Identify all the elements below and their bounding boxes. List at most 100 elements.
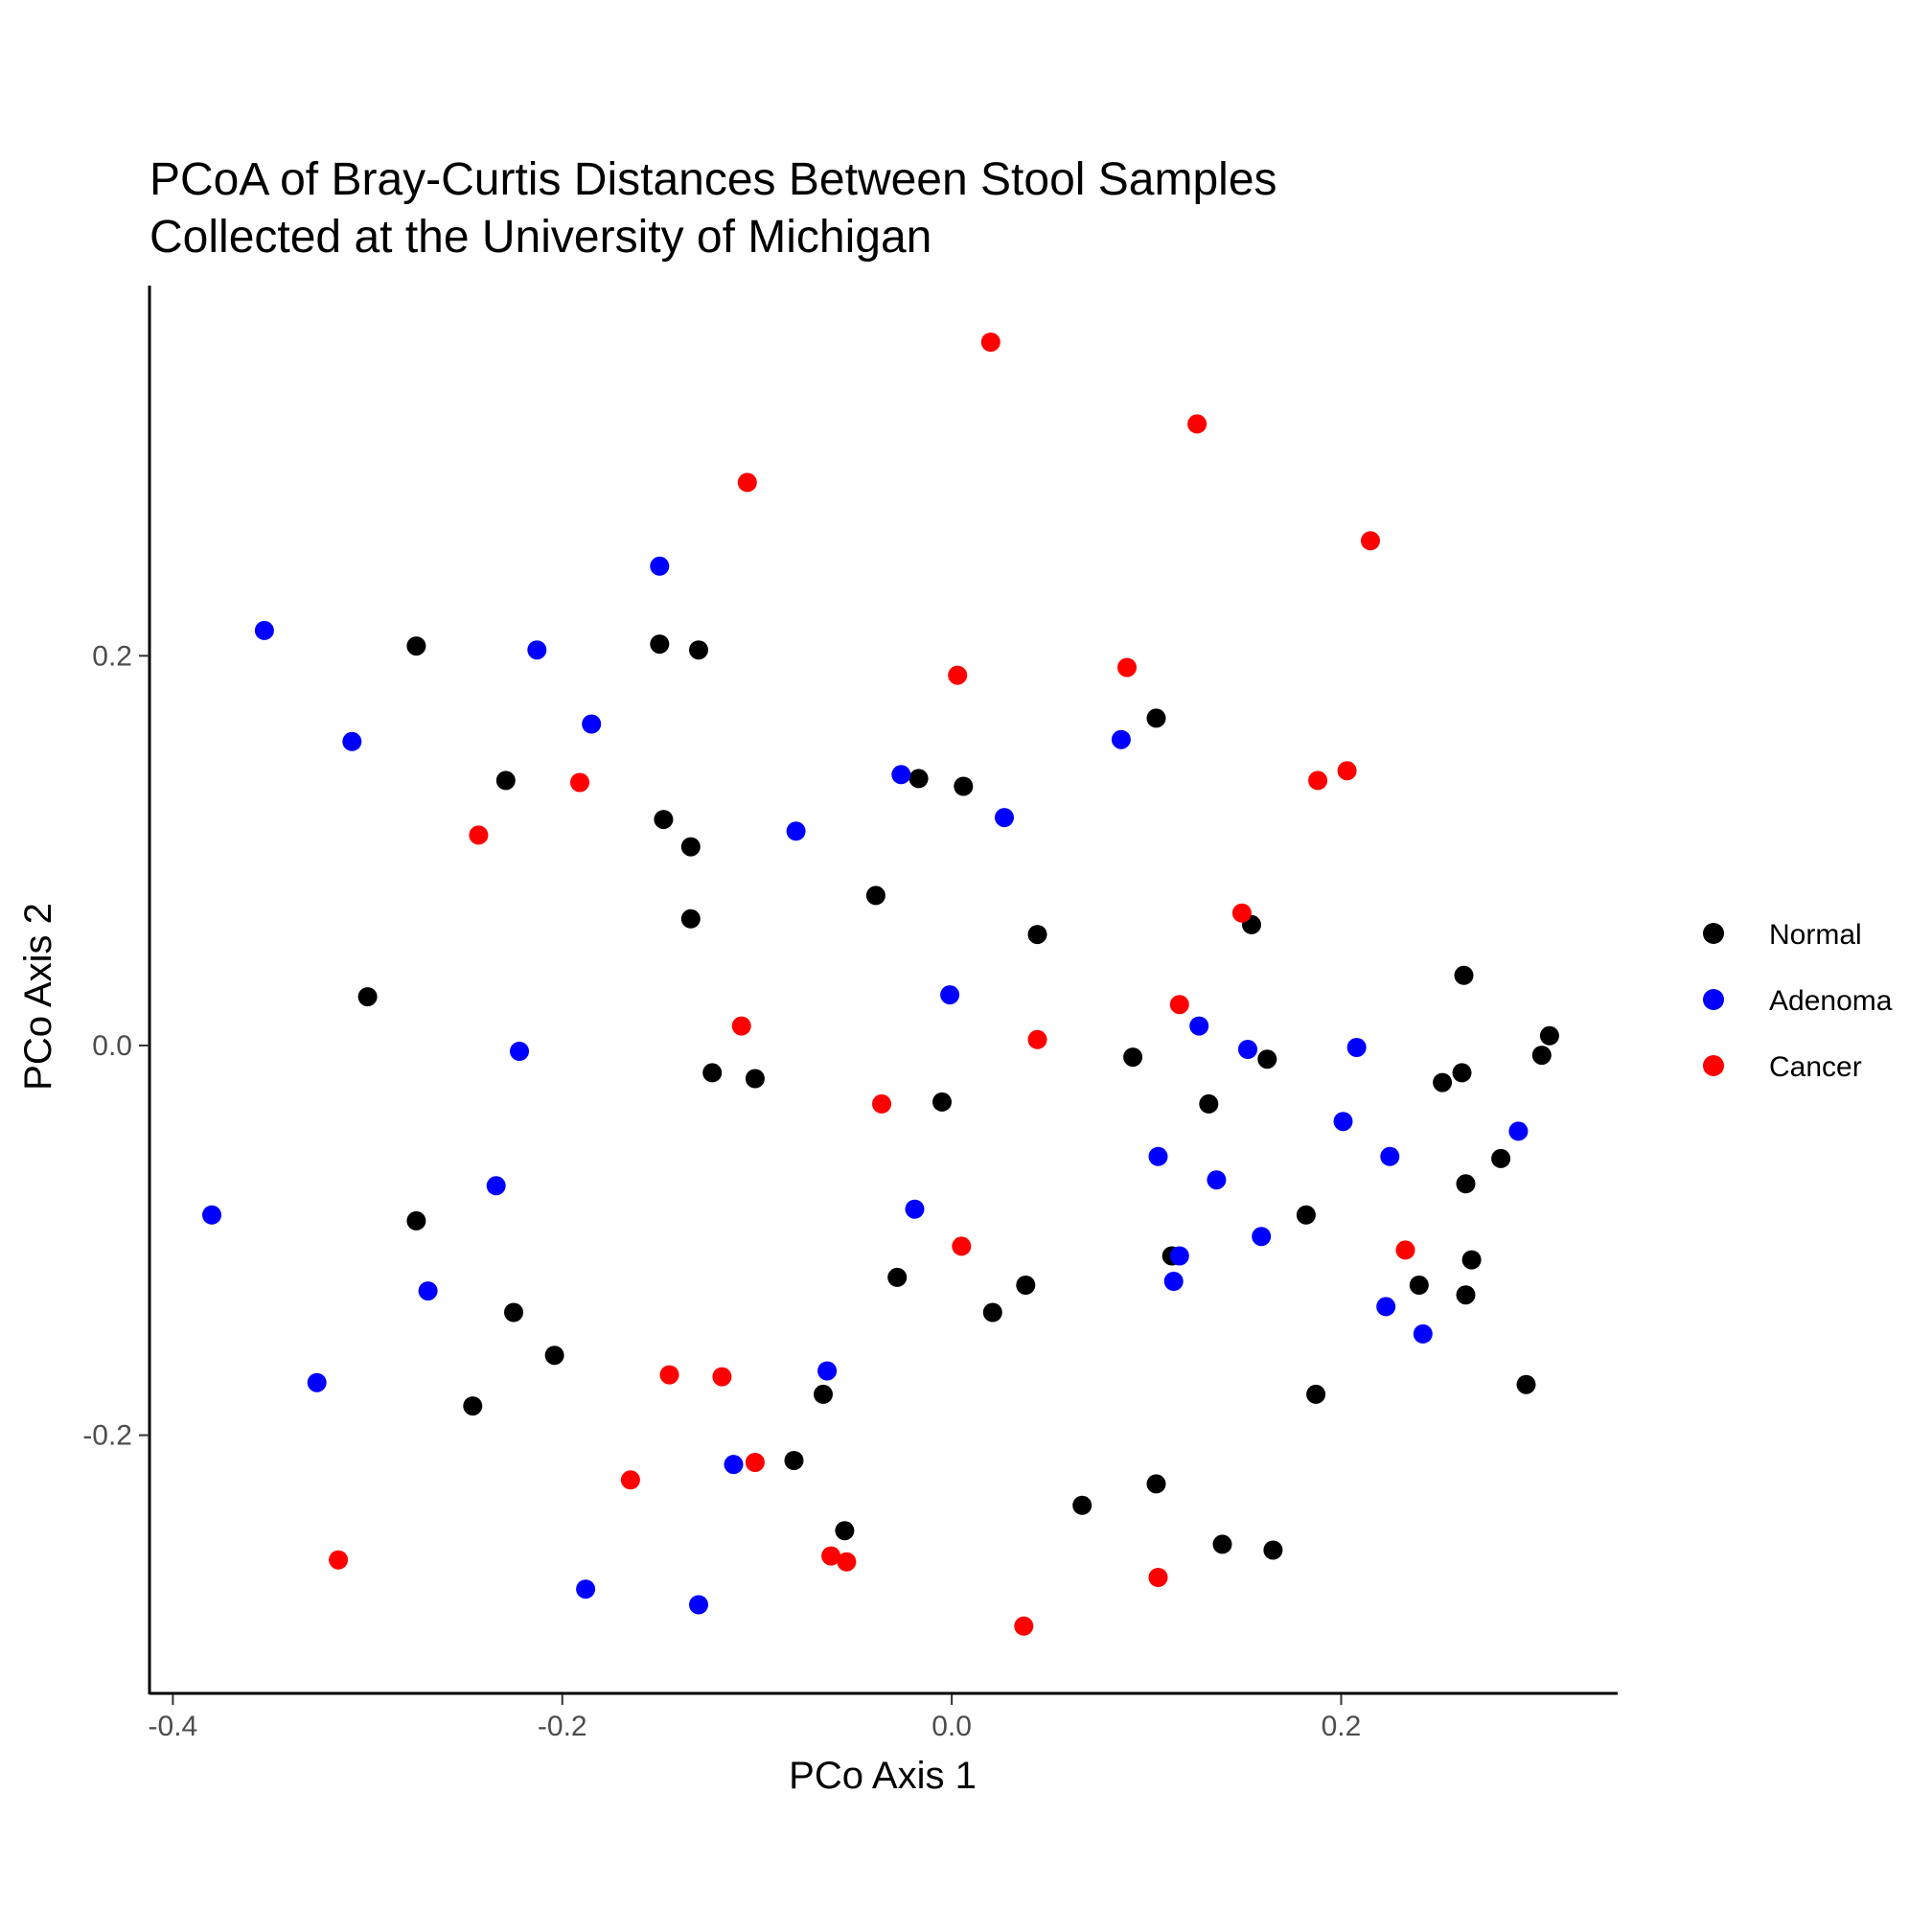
adenoma-point-29 xyxy=(905,1199,925,1219)
normal-point-6 xyxy=(680,837,701,857)
y-tick-label: 0.0 xyxy=(92,1030,132,1062)
normal-point-4 xyxy=(495,770,516,791)
x-tick-label: -0.2 xyxy=(538,1711,587,1742)
adenoma-point-26 xyxy=(486,1176,506,1196)
normal-point-1 xyxy=(406,636,426,656)
cancer-point-6 xyxy=(1117,657,1137,678)
normal-point-31 xyxy=(1409,1276,1429,1295)
normal-point-11 xyxy=(865,886,886,906)
normal-point-28 xyxy=(1296,1205,1316,1225)
normal-point-41 xyxy=(544,1346,564,1366)
x-axis-ticks: -0.4 -0.2 0.0 0.2 xyxy=(149,1694,1362,1742)
cancer-point-14 xyxy=(1027,1029,1047,1049)
normal-point-20 xyxy=(1257,1049,1277,1070)
adenoma-point-24 xyxy=(1413,1323,1433,1344)
cancer-point-21 xyxy=(620,1470,640,1490)
normal-point-33 xyxy=(1306,1384,1326,1404)
cancer-point-3 xyxy=(737,472,757,493)
x-tick-label: -0.4 xyxy=(149,1711,198,1742)
normal-point-15 xyxy=(1027,925,1047,945)
x-tick-label: 0.2 xyxy=(1322,1711,1362,1742)
adenoma-point-25 xyxy=(202,1205,221,1225)
normal-point-7 xyxy=(680,908,701,929)
cancer-point-13 xyxy=(731,1016,751,1036)
cancer-point-7 xyxy=(570,772,589,793)
normal-point-22 xyxy=(1433,1072,1453,1092)
normal-point-18 xyxy=(1123,1047,1143,1068)
cancer-point-4 xyxy=(1361,531,1380,551)
adenoma-point-30 xyxy=(817,1361,838,1381)
cancer-point-22 xyxy=(329,1550,349,1570)
normal-point-10 xyxy=(745,1069,765,1089)
adenoma-point-13 xyxy=(1238,1040,1257,1059)
normal-point-35 xyxy=(1146,1474,1166,1494)
normal-point-39 xyxy=(406,1210,426,1230)
adenoma-point-2 xyxy=(342,731,362,751)
adenoma-point-3 xyxy=(527,640,547,660)
adenoma-point-16 xyxy=(1380,1146,1400,1166)
adenoma-point-23 xyxy=(1376,1297,1396,1317)
adenoma-point-17 xyxy=(1508,1121,1529,1141)
legend-key-cancer xyxy=(1703,1055,1724,1076)
adenoma-point-9 xyxy=(1111,729,1131,749)
adenoma-point-11 xyxy=(510,1042,529,1061)
adenoma-point-6 xyxy=(786,821,806,841)
cancer-point-5 xyxy=(948,665,968,685)
adenoma-point-12 xyxy=(1189,1016,1209,1036)
normal-point-40 xyxy=(504,1302,523,1322)
cancer-point-8 xyxy=(469,825,489,845)
adenoma-point-27 xyxy=(418,1281,438,1301)
cancer-point-9 xyxy=(1308,770,1328,791)
normal-point-30 xyxy=(1461,1250,1482,1270)
adenoma-point-18 xyxy=(1148,1146,1168,1166)
normal-point-12 xyxy=(908,769,929,789)
normal-point-36 xyxy=(1072,1495,1092,1515)
normal-point-47 xyxy=(784,1451,804,1470)
legend-label-cancer: Cancer xyxy=(1769,1051,1862,1083)
normal-point-16 xyxy=(1146,708,1166,728)
cancer-point-18 xyxy=(659,1365,679,1385)
cancer-point-15 xyxy=(872,1093,891,1114)
x-axis-title: PCo Axis 1 xyxy=(789,1755,977,1797)
adenoma-point-4 xyxy=(582,714,602,734)
normal-point-27 xyxy=(1456,1174,1476,1194)
normal-point-42 xyxy=(463,1396,483,1416)
legend-key-normal xyxy=(1703,923,1724,944)
normal-point-44 xyxy=(982,1302,1002,1322)
cancer-point-24 xyxy=(837,1552,857,1572)
normal-point-45 xyxy=(1016,1276,1036,1295)
normal-point-26 xyxy=(1491,1148,1511,1168)
x-tick-label: 0.0 xyxy=(932,1711,972,1742)
normal-point-37 xyxy=(1212,1534,1232,1554)
adenoma-point-7 xyxy=(891,765,911,785)
normal-point-23 xyxy=(1452,1063,1472,1083)
cancer-point-16 xyxy=(952,1236,972,1256)
adenoma-point-8 xyxy=(995,808,1014,828)
adenoma-point-15 xyxy=(1333,1112,1353,1132)
legend-label-adenoma: Adenoma xyxy=(1769,985,1893,1017)
normal-point-48 xyxy=(835,1521,855,1541)
cancer-point-20 xyxy=(745,1453,765,1472)
adenoma-point-22 xyxy=(1163,1272,1184,1291)
adenoma-point-31 xyxy=(724,1455,744,1475)
normal-point-2 xyxy=(650,634,670,655)
y-axis-ticks: -0.2 0.0 0.2 xyxy=(82,640,150,1452)
adenoma-point-14 xyxy=(1346,1038,1367,1057)
normal-point-46 xyxy=(814,1384,833,1404)
normal-point-38 xyxy=(1263,1540,1283,1560)
adenoma-point-19 xyxy=(1207,1170,1227,1190)
cancer-point-11 xyxy=(1231,903,1252,923)
normal-point-9 xyxy=(702,1063,723,1083)
legend-key-adenoma xyxy=(1703,989,1724,1010)
normal-point-34 xyxy=(1516,1374,1536,1394)
y-tick-label: -0.2 xyxy=(82,1420,132,1452)
normal-point-5 xyxy=(654,810,674,830)
adenoma-point-10 xyxy=(940,985,960,1005)
legend: Normal Adenoma Cancer xyxy=(1703,919,1893,1083)
normal-point-21 xyxy=(1454,965,1474,985)
adenoma-point-21 xyxy=(1169,1246,1189,1266)
cancer-point-23 xyxy=(821,1546,841,1566)
normal-point-43 xyxy=(887,1267,908,1287)
cancer-point-19 xyxy=(712,1367,732,1387)
